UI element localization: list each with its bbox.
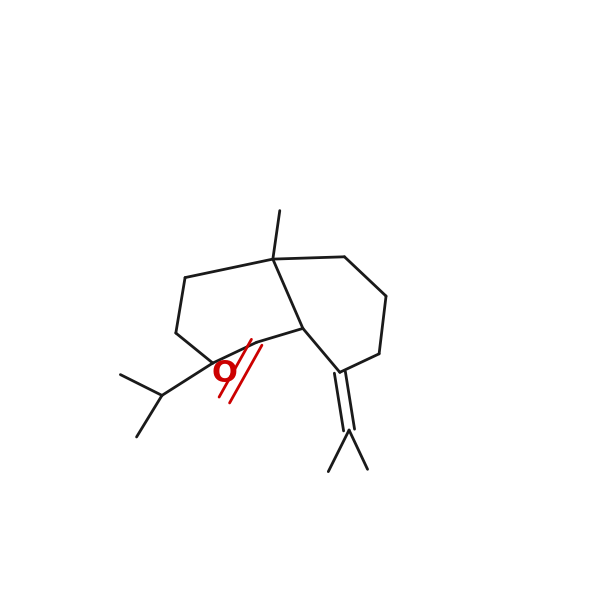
- Text: O: O: [211, 359, 237, 388]
